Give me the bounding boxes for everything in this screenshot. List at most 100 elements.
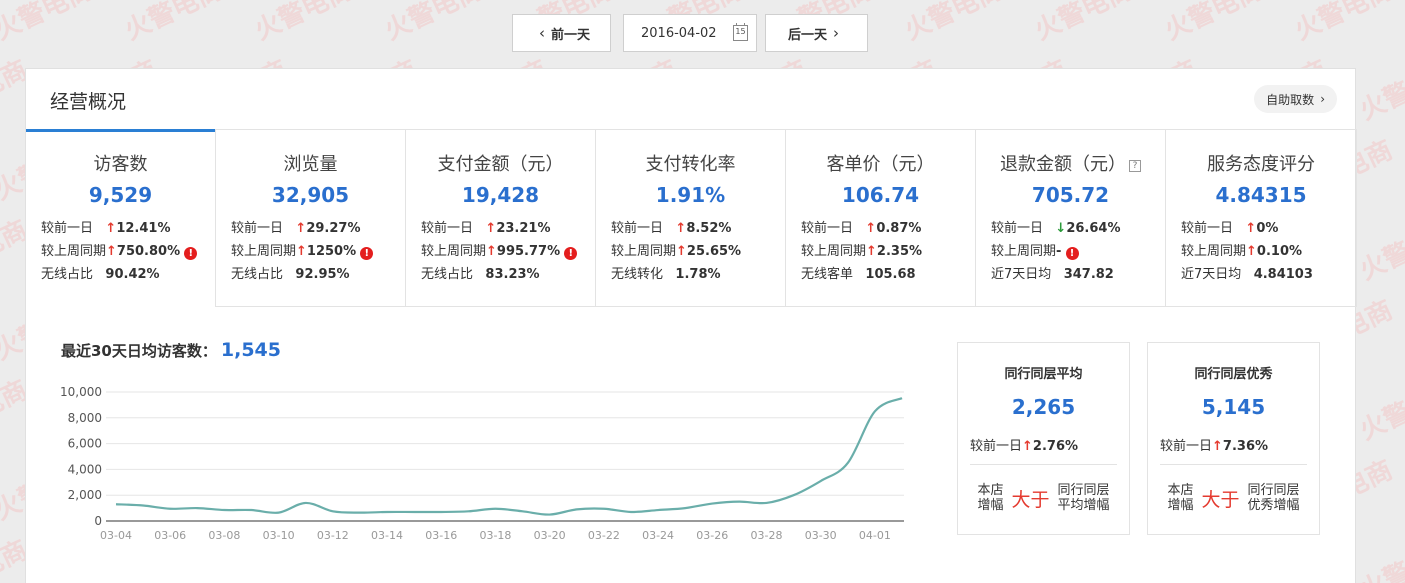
metric-detail-rows: 较前一日 ↑29.27% 较上周同期↑1250% ! 无线占比 92.95% — [231, 217, 374, 286]
data-point[interactable] — [191, 502, 203, 514]
comparison-row: 本店 增幅 大于 同行同层 平均增幅 — [958, 483, 1129, 513]
data-point[interactable] — [462, 505, 474, 517]
metric-card-2[interactable]: 支付金额（元） 19,428 较前一日 ↑23.21% 较上周同期↑995.77% !… — [406, 130, 596, 307]
change-value: 7.36% — [1222, 439, 1269, 454]
data-point[interactable] — [788, 489, 800, 501]
watermark-text: 火警电商 — [380, 0, 487, 46]
metric-label: 服务态度评分 — [1207, 154, 1315, 175]
metric-card-5[interactable]: 退款金额（元）? 705.72 较前一日 ↓26.64% 较上周同期- ! 近7天日均 … — [976, 130, 1166, 307]
data-point[interactable] — [842, 457, 854, 469]
data-point[interactable] — [381, 506, 393, 518]
arrow-up-icon: ↑ — [106, 244, 117, 259]
data-point[interactable] — [544, 509, 556, 521]
comparison-word: 大于 — [1011, 488, 1050, 511]
peer-card-0: 同行同层平均 2,265 较前一日↑2.76% 本店 增幅 大于 同行同层 平均增幅 — [957, 342, 1130, 535]
next-day-button[interactable]: 后一天 › — [765, 14, 868, 52]
data-point[interactable] — [760, 497, 772, 509]
metric-detail-row: 较上周同期↑750.80% ! — [41, 240, 198, 263]
metric-card-3[interactable]: 支付转化率 1.91% 较前一日 ↑8.52% 较上周同期↑25.65% 无线转化 1.… — [596, 130, 786, 307]
prev-day-button[interactable]: ‹ 前一天 — [512, 14, 611, 52]
peer-card-title: 同行同层优秀 — [1194, 367, 1273, 382]
warning-icon[interactable]: ! — [1065, 247, 1079, 260]
data-point[interactable] — [435, 506, 447, 518]
data-point[interactable] — [571, 503, 583, 515]
data-point[interactable] — [273, 507, 285, 519]
metric-detail-row: 较前一日 ↑12.41% — [41, 217, 197, 240]
data-point[interactable] — [489, 503, 501, 515]
arrow-up-icon: ↑ — [1212, 439, 1223, 454]
data-point[interactable] — [815, 475, 827, 487]
metric-detail-row: 较前一日 ↑29.27% — [231, 217, 373, 240]
metric-detail-row: 无线占比 92.95% — [231, 263, 373, 286]
metric-detail-row: 较上周同期↑995.77% ! — [421, 240, 578, 263]
data-point[interactable] — [625, 506, 637, 518]
own-store-growth-label: 本店 增幅 — [1167, 483, 1194, 513]
y-tick-label: 2,000 — [68, 488, 102, 502]
peer-card-value: 2,265 — [1011, 395, 1076, 419]
metric-card-4[interactable]: 客单价（元） 106.74 较前一日 ↑0.87% 较上周同期↑2.35% 无线客单 1… — [786, 130, 976, 307]
business-overview-panel: 经营概况 自助取数 › 访客数 9,529 较前一日 ↑12.41% 较上周同期↑75… — [25, 68, 1357, 583]
metric-value: 106.74 — [841, 183, 920, 207]
metric-card-6[interactable]: 服务态度评分 4.84315 较前一日 ↑0% 较上周同期↑0.10% 近7天日均 4.… — [1166, 130, 1357, 307]
chevron-right-icon: › — [1320, 92, 1325, 106]
date-picker[interactable]: 2016-04-02 15 — [623, 14, 757, 52]
data-point[interactable] — [706, 498, 718, 510]
arrow-up-icon: ↑ — [1245, 221, 1257, 236]
arrow-up-icon: ↑ — [486, 244, 497, 259]
help-icon[interactable]: ? — [1129, 160, 1141, 172]
series-line-visitors — [115, 397, 903, 516]
x-tick-label: 03-04 — [100, 529, 132, 542]
data-point[interactable] — [652, 504, 664, 516]
warning-icon[interactable]: ! — [360, 247, 374, 260]
x-tick-label: 03-28 — [750, 529, 782, 542]
data-point[interactable] — [137, 500, 149, 512]
detail-label: 较前一日 — [1181, 221, 1234, 236]
metric-detail-row: 较上周同期↑1250% ! — [231, 240, 374, 263]
metric-value: 4.84315 — [1215, 183, 1307, 207]
data-point[interactable] — [110, 498, 122, 510]
warning-icon[interactable]: ! — [184, 247, 198, 260]
data-point[interactable] — [679, 502, 691, 514]
data-point[interactable] — [517, 505, 529, 517]
data-point[interactable] — [733, 496, 745, 508]
prev-day-label: 前一天 — [550, 27, 590, 43]
peer-card-title: 同行同层平均 — [1004, 367, 1083, 382]
metric-label: 浏览量 — [283, 154, 338, 175]
detail-value: 1250% — [306, 244, 357, 259]
data-point[interactable] — [300, 497, 312, 509]
warning-icon[interactable]: ! — [564, 247, 578, 260]
data-point[interactable] — [869, 405, 881, 417]
data-point[interactable] — [327, 505, 339, 517]
data-point[interactable] — [354, 507, 366, 519]
data-point[interactable] — [218, 504, 230, 516]
data-point[interactable] — [246, 504, 258, 516]
data-point[interactable] — [408, 506, 420, 518]
data-point[interactable] — [164, 503, 176, 515]
metric-detail-rows: 较前一日 ↑8.52% 较上周同期↑25.65% 无线转化 1.78% — [611, 217, 741, 286]
data-point[interactable] — [896, 392, 908, 404]
metric-detail-row: 较前一日 ↑8.52% — [611, 217, 741, 240]
arrow-up-icon: ↑ — [485, 221, 497, 236]
chart-title: 最近30天日均访客数： 1,545 — [61, 339, 281, 361]
arrow-up-icon: ↑ — [865, 221, 877, 236]
change-value: 2.76% — [1032, 439, 1079, 454]
data-point[interactable] — [598, 503, 610, 515]
own-store-growth-label: 本店 增幅 — [977, 483, 1004, 513]
arrow-down-icon: ↓ — [1055, 221, 1067, 236]
calendar-icon[interactable]: 15 — [733, 23, 748, 41]
x-tick-label: 03-26 — [696, 529, 728, 542]
detail-label: 近7天日均 — [991, 267, 1052, 282]
detail-value: 105.68 — [865, 267, 916, 282]
metric-value: 1.91% — [655, 183, 726, 207]
detail-label: 较前一日 — [231, 221, 284, 236]
detail-value: - — [1056, 244, 1062, 259]
x-tick-label: 04-01 — [859, 529, 891, 542]
detail-label: 近7天日均 — [1181, 267, 1242, 282]
detail-label: 较前一日 — [421, 221, 474, 236]
metric-detail-row: 较上周同期↑25.65% — [611, 240, 741, 263]
detail-label: 无线占比 — [41, 267, 94, 282]
metric-card-0[interactable]: 访客数 9,529 较前一日 ↑12.41% 较上周同期↑750.80% ! 无线占比 … — [26, 129, 216, 307]
detail-label: 较前一日 — [41, 221, 94, 236]
self-service-data-button[interactable]: 自助取数 › — [1254, 85, 1337, 113]
metric-card-1[interactable]: 浏览量 32,905 较前一日 ↑29.27% 较上周同期↑1250% ! 无线占比 9… — [216, 130, 406, 307]
